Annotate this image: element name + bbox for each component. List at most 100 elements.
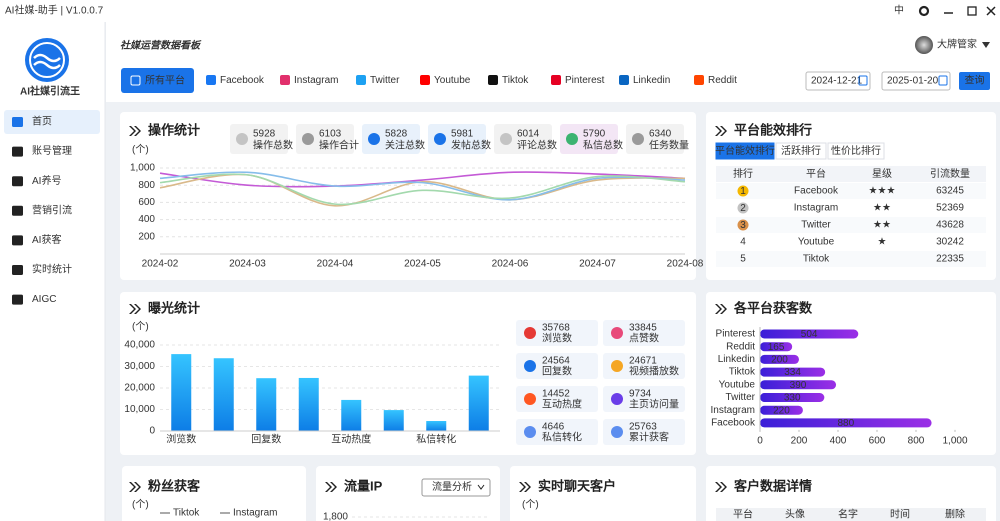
x-tick-label: 2024-05 — [404, 259, 441, 270]
chevron — [715, 304, 727, 314]
menu-item[interactable]: AIGC — [32, 294, 56, 305]
exposure-stat-icon — [524, 426, 536, 438]
bar — [760, 405, 803, 415]
platform-tab-active[interactable] — [121, 68, 194, 93]
select-arrow[interactable] — [477, 484, 485, 490]
menu-item[interactable]: 账号管理 — [32, 144, 72, 157]
tab-icon — [488, 75, 498, 85]
stat-card — [626, 124, 684, 154]
menu-icon — [12, 205, 23, 216]
platform-tab[interactable]: Reddit — [708, 75, 737, 86]
query-button[interactable] — [959, 72, 990, 90]
y-category-label: Instagram — [711, 405, 755, 416]
tab-icon — [551, 75, 561, 85]
exposure-stat-label: 视频播放数 — [629, 365, 679, 378]
leads: 30242 — [936, 237, 964, 248]
platform-tab[interactable]: Facebook — [220, 75, 265, 86]
stat-icon — [236, 133, 248, 145]
y-unit: (个) — [132, 499, 149, 511]
row-bg — [716, 251, 986, 267]
exposure-stat-label: 私信转化 — [542, 431, 582, 444]
bar — [298, 377, 319, 431]
stat-label: 发帖总数 — [451, 139, 491, 152]
menu-item[interactable]: AI养号 — [32, 174, 61, 187]
y-category-label: Reddit — [726, 341, 755, 352]
date-text[interactable]: 2024-12-21 — [811, 76, 863, 87]
legend-label: Tiktok — [173, 508, 200, 519]
rank: 2 — [740, 203, 746, 214]
series-line — [159, 173, 686, 206]
platform-tab[interactable]: Twitter — [370, 75, 400, 86]
maximize-button[interactable] — [967, 6, 977, 16]
analysis-select-label[interactable]: 流量分析 — [432, 480, 472, 493]
exposure-stat-card — [516, 419, 598, 445]
exposure-stat-card — [516, 320, 598, 346]
y-category-label: Linkedin — [718, 354, 755, 365]
y-unit: (个) — [132, 144, 149, 156]
exposure-stat-icon — [611, 327, 623, 339]
bar-value-label: 165 — [768, 342, 785, 353]
menu-active-bg[interactable] — [4, 110, 100, 134]
exposure-stat-card — [516, 386, 598, 412]
platform-tab[interactable]: Pinterest — [565, 75, 605, 86]
platform-tab[interactable]: Linkedin — [633, 75, 670, 86]
ranking-tab-label[interactable]: 平台能效排行 — [715, 144, 775, 157]
logo-waves — [33, 53, 61, 70]
date-input[interactable] — [881, 71, 951, 91]
rank-medal — [737, 202, 749, 214]
series-line — [159, 171, 686, 201]
panel-title: 流量IP — [344, 478, 383, 493]
exposure-stat-icon — [611, 360, 623, 372]
stat-card — [230, 124, 288, 154]
platform-tab[interactable]: Instagram — [294, 75, 338, 86]
chevron — [325, 482, 337, 492]
platform-tab[interactable]: 所有平台 — [145, 74, 185, 87]
row-bg — [716, 217, 986, 233]
date-text[interactable]: 2025-01-20 — [887, 76, 939, 87]
language-button[interactable]: 中 — [894, 4, 904, 17]
logo-ring — [29, 42, 65, 78]
exposure-stat-card — [603, 320, 685, 346]
menu-item[interactable]: 首页 — [32, 115, 52, 128]
x-tick-label: 2024-07 — [579, 259, 616, 270]
menu-icon — [12, 117, 23, 127]
stat-icon — [434, 133, 446, 145]
stat-icon — [632, 133, 644, 145]
ranking-tab-label[interactable]: 性价比排行 — [831, 144, 881, 157]
ranking-tab[interactable] — [715, 142, 775, 160]
chat-panel — [510, 466, 696, 521]
menu-item[interactable]: 实时统计 — [32, 263, 72, 276]
bar — [760, 354, 799, 364]
query-button-label[interactable]: 查询 — [965, 74, 985, 87]
menu-item[interactable]: 营销引流 — [32, 203, 72, 216]
exposure-stat-icon — [524, 393, 536, 405]
exposure-stat-value: 4646 — [542, 422, 565, 433]
platform-tab[interactable]: Tiktok — [502, 75, 529, 86]
logo — [25, 38, 69, 82]
ranking-tab[interactable] — [775, 142, 827, 160]
exposure-stat-label: 回复数 — [542, 365, 572, 378]
user-avatar[interactable] — [915, 36, 933, 54]
user-name[interactable]: 大牌管家 — [937, 38, 977, 51]
close-button[interactable] — [986, 6, 996, 16]
analysis-select[interactable] — [421, 478, 491, 497]
settings-icon[interactable] — [918, 5, 930, 17]
y-tick-label: 1,000 — [130, 163, 155, 174]
window-title: AI社媒-助手 | V1.0.0.7 — [5, 4, 104, 17]
exposure-stat-value: 24671 — [629, 356, 657, 367]
date-input[interactable] — [805, 71, 871, 91]
stat-label: 评论总数 — [517, 139, 557, 152]
user-dropdown-arrow[interactable] — [982, 42, 990, 48]
ranking-tab-label[interactable]: 活跃排行 — [781, 144, 821, 157]
ranking-tab[interactable] — [827, 142, 885, 160]
bar — [760, 393, 825, 402]
y-tick-label: 40,000 — [124, 340, 155, 351]
bar — [760, 418, 932, 428]
exposure-stat-value: 9734 — [629, 389, 652, 400]
exposure-stat-icon — [524, 327, 536, 339]
y-category-label: Pinterest — [716, 329, 756, 340]
platform-tab[interactable]: Youtube — [434, 75, 471, 86]
stat-value: 6014 — [517, 129, 540, 140]
menu-item[interactable]: AI获客 — [32, 233, 61, 246]
